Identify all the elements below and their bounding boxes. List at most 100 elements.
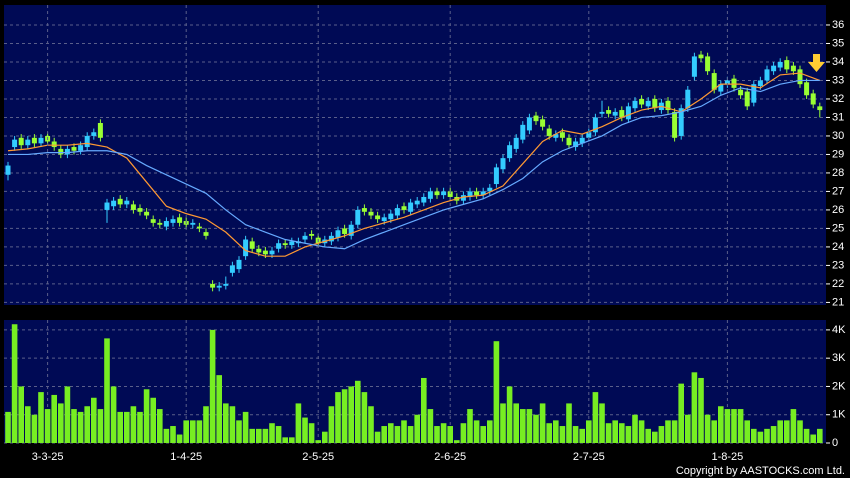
volume-bar bbox=[137, 411, 143, 443]
volume-bar bbox=[421, 377, 427, 443]
candle-body bbox=[421, 196, 427, 203]
volume-bar bbox=[401, 420, 407, 443]
candle-body bbox=[711, 73, 717, 90]
candle-body bbox=[18, 137, 24, 146]
candle-body bbox=[111, 200, 117, 207]
volume-bar bbox=[282, 437, 288, 443]
volume-bar bbox=[71, 409, 77, 443]
volume-bar bbox=[493, 341, 500, 443]
moving-average-line bbox=[7, 72, 821, 257]
candle-body bbox=[342, 228, 348, 234]
volume-bar bbox=[513, 403, 519, 443]
volume-bar bbox=[335, 392, 341, 443]
volume-bar bbox=[143, 389, 150, 443]
y-tick-label: 21 bbox=[832, 296, 844, 308]
y-tick-label: 35 bbox=[832, 37, 844, 49]
volume-bar bbox=[427, 409, 434, 443]
volume-bar bbox=[572, 426, 579, 443]
y-tick-label: 31 bbox=[832, 111, 844, 123]
volume-bar bbox=[368, 406, 374, 443]
candle-body bbox=[31, 137, 37, 144]
candle-body bbox=[58, 148, 64, 155]
y-tick-label: 30 bbox=[832, 130, 844, 142]
candle-body bbox=[665, 100, 671, 111]
candle-body bbox=[130, 204, 136, 210]
candle-body bbox=[12, 139, 18, 148]
volume-bar bbox=[731, 409, 737, 443]
volume-bar bbox=[665, 420, 671, 443]
volume-bar bbox=[539, 403, 546, 443]
candle-body bbox=[460, 195, 466, 201]
candle-body bbox=[262, 250, 268, 255]
candle-body bbox=[150, 219, 156, 223]
candle-body bbox=[157, 222, 163, 225]
candle-body bbox=[705, 56, 711, 72]
candle-body bbox=[368, 211, 374, 216]
candle-body bbox=[546, 128, 552, 136]
candle-body bbox=[744, 91, 750, 107]
candle-body bbox=[348, 224, 354, 236]
candle-body bbox=[375, 215, 381, 220]
candle-body bbox=[526, 117, 532, 131]
candle-body bbox=[302, 235, 308, 240]
moving-average-line bbox=[8, 79, 820, 250]
y-tick-label: 29 bbox=[832, 148, 844, 160]
volume-bar bbox=[308, 423, 315, 443]
volume-bar bbox=[223, 403, 229, 443]
volume-bar bbox=[124, 411, 130, 443]
candle-body bbox=[573, 141, 579, 148]
candle-body bbox=[467, 191, 473, 197]
x-tick-label: 1-8-25 bbox=[712, 451, 744, 463]
candle-body bbox=[328, 235, 334, 242]
volume-bar bbox=[163, 428, 170, 443]
volume-bar bbox=[440, 423, 447, 443]
y-tick-label: 1K bbox=[832, 409, 846, 421]
volume-bar bbox=[348, 386, 354, 443]
volume-bar bbox=[751, 428, 757, 443]
volume-bar bbox=[777, 420, 783, 443]
volume-bar bbox=[546, 423, 552, 443]
volume-bar bbox=[110, 386, 117, 443]
candle-body bbox=[355, 209, 361, 225]
candle-body bbox=[104, 202, 110, 210]
candle-body bbox=[38, 137, 44, 144]
candle-body bbox=[78, 145, 84, 151]
volume-bar bbox=[737, 409, 744, 443]
candle-body bbox=[474, 191, 480, 196]
candle-body bbox=[447, 191, 453, 197]
candle-body bbox=[784, 60, 790, 70]
volume-bar bbox=[784, 420, 790, 443]
volume-bar bbox=[170, 426, 176, 443]
volume-bar bbox=[790, 409, 797, 443]
candle-body bbox=[71, 147, 77, 151]
volume-bar bbox=[744, 420, 750, 443]
candle-body bbox=[718, 84, 724, 92]
volume-bar bbox=[315, 440, 321, 443]
candle-body bbox=[724, 80, 730, 85]
candle-body bbox=[500, 158, 506, 170]
volume-bar bbox=[764, 428, 770, 443]
candle-body bbox=[606, 110, 612, 114]
volume-bar bbox=[44, 409, 51, 443]
candle-body bbox=[685, 89, 691, 109]
volume-bar bbox=[797, 420, 803, 443]
candle-body bbox=[652, 98, 658, 109]
candle-body bbox=[586, 132, 592, 138]
candle-body bbox=[216, 285, 222, 288]
volume-bar bbox=[242, 411, 249, 443]
candle-body bbox=[612, 111, 618, 116]
volume-bar bbox=[757, 431, 764, 443]
volume-bar bbox=[632, 414, 638, 443]
volume-bar bbox=[652, 431, 658, 443]
volume-bar bbox=[803, 428, 810, 443]
volume-bar bbox=[704, 414, 711, 443]
candle-body bbox=[639, 98, 645, 105]
candle-body bbox=[797, 69, 803, 85]
candle-body bbox=[507, 145, 513, 159]
y-tick-label: 4K bbox=[832, 324, 846, 336]
candle-body bbox=[144, 211, 150, 216]
volume-bar bbox=[58, 403, 64, 443]
volume-bar bbox=[718, 406, 724, 443]
candle-body bbox=[282, 243, 288, 246]
